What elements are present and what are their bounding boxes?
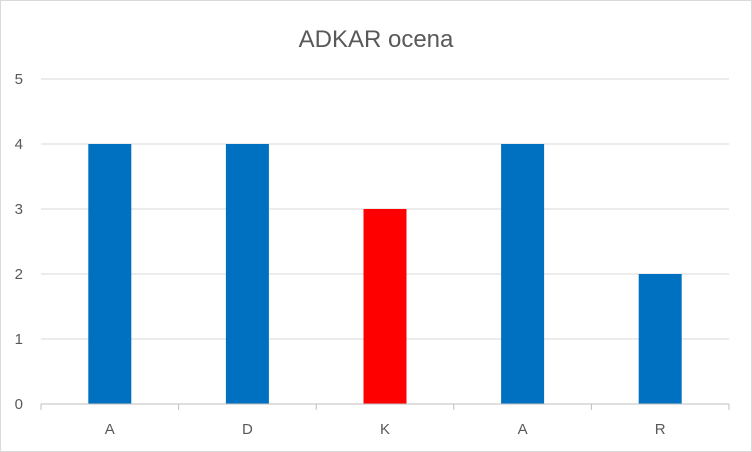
- y-tick-label: 2: [15, 266, 23, 283]
- bars: [88, 144, 682, 404]
- x-tick-label: R: [655, 421, 666, 438]
- chart-title: ADKAR ocena: [299, 26, 454, 53]
- bar-a-3: [501, 144, 545, 404]
- y-tick-label: 1: [15, 331, 23, 348]
- x-tick-label: A: [518, 421, 528, 438]
- bar-k-2: [363, 209, 407, 404]
- x-tick-label: D: [242, 421, 253, 438]
- y-tick-label: 3: [15, 201, 23, 218]
- y-axis-labels: 0 1 2 3 4 5: [15, 71, 23, 413]
- bar-d-1: [225, 144, 269, 404]
- bar-r-4: [638, 274, 682, 404]
- bar-a-0: [88, 144, 132, 404]
- y-tick-label: 0: [15, 396, 23, 413]
- y-tick-label: 4: [15, 136, 23, 153]
- x-tick-label: A: [105, 421, 115, 438]
- x-tick-label: K: [380, 421, 390, 438]
- y-tick-label: 5: [15, 71, 23, 88]
- x-axis: [40, 403, 730, 410]
